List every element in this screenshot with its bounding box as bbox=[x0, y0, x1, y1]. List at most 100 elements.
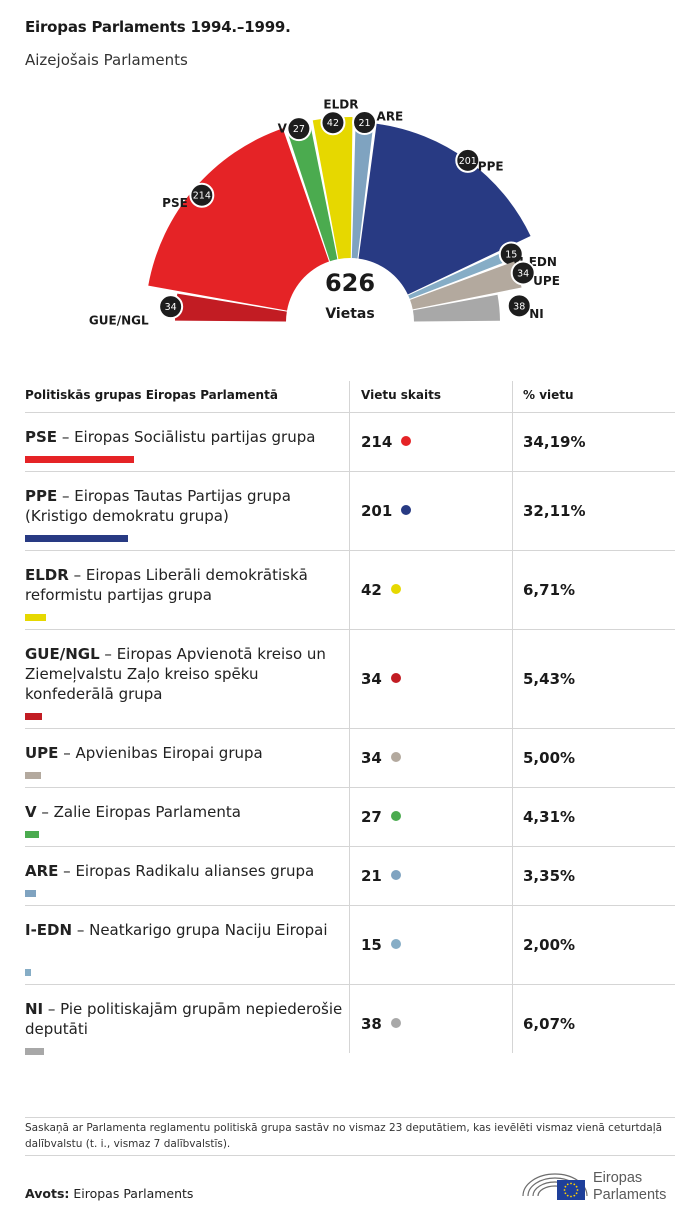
party-abbreviation: ARE bbox=[25, 862, 59, 880]
segment-label: NI bbox=[529, 307, 544, 321]
color-dot-icon bbox=[390, 1018, 401, 1028]
party-full-name: – Eiropas Liberāli demokrātiskā reformis… bbox=[25, 566, 308, 604]
seat-count-marker bbox=[158, 294, 184, 320]
seat-count-label: 38 bbox=[513, 301, 525, 312]
party-name-cell: GUE/NGL – Eiropas Apvienotā kreiso un Zi… bbox=[25, 644, 345, 704]
logo-line1: Eiropas bbox=[593, 1170, 642, 1186]
segment-i-edn bbox=[408, 249, 514, 299]
percent-cell: 5,00% bbox=[523, 749, 576, 767]
seat-count-marker bbox=[506, 293, 532, 319]
color-dot-icon bbox=[401, 436, 412, 446]
party-name-cell: I-EDN – Neatkarigo grupa Naciju Eiropai bbox=[25, 920, 345, 940]
source-line: Avots: Eiropas Parlaments bbox=[25, 1186, 193, 1201]
segment-are bbox=[351, 122, 374, 259]
share-bar bbox=[25, 772, 41, 779]
seat-count-cell: 38 bbox=[361, 1014, 401, 1034]
table-row: V – Zalie Eiropas Parlamenta 27 4,31% bbox=[25, 788, 675, 847]
party-name-cell: NI – Pie politiskajām grupām nepiederoši… bbox=[25, 999, 345, 1039]
seat-count-cell: 42 bbox=[361, 580, 401, 600]
seat-count-value: 15 bbox=[361, 936, 382, 954]
segment-label: PPE bbox=[478, 159, 504, 173]
seat-count-value: 201 bbox=[361, 502, 393, 520]
table-row: ARE – Eiropas Radikalu alianses grupa 21 3… bbox=[25, 847, 675, 906]
party-abbreviation: GUE/NGL bbox=[25, 645, 100, 663]
seat-count-value: 42 bbox=[361, 581, 382, 599]
chart-subtitle: Aizejošais Parlaments bbox=[25, 51, 188, 69]
segment-label: GUE/NGL bbox=[89, 314, 149, 328]
seat-count-marker bbox=[455, 147, 481, 173]
seat-count-cell: 201 bbox=[361, 501, 412, 521]
party-abbreviation: ELDR bbox=[25, 566, 69, 584]
party-full-name: – Eiropas Radikalu alianses grupa bbox=[58, 862, 315, 880]
segment-label: ARE bbox=[377, 110, 404, 124]
share-bar bbox=[25, 969, 32, 976]
table-header: Politiskās grupas Eiropas Parlamentā Vie… bbox=[25, 381, 675, 413]
source-value: Eiropas Parlaments bbox=[69, 1186, 194, 1201]
divider bbox=[25, 1155, 675, 1156]
party-abbreviation: NI bbox=[25, 1000, 44, 1018]
party-table: Politiskās grupas Eiropas Parlamentā Vie… bbox=[25, 381, 675, 1063]
party-name-cell: ELDR – Eiropas Liberāli demokrātiskā ref… bbox=[25, 565, 345, 605]
share-bar bbox=[25, 614, 47, 621]
footnote: Saskaņā ar Parlamenta reglamentu politis… bbox=[25, 1117, 675, 1152]
table-row: PPE – Eiropas Tautas Partijas grupa (Kri… bbox=[25, 472, 675, 551]
segment-label: ELDR bbox=[323, 98, 358, 112]
seat-count-cell: 34 bbox=[361, 669, 401, 689]
segment-label: UPE bbox=[533, 274, 560, 288]
party-full-name: – Eiropas Tautas Partijas grupa (Kristig… bbox=[25, 487, 291, 525]
seat-count-marker bbox=[320, 110, 346, 136]
percent-cell: 34,19% bbox=[523, 433, 586, 451]
seat-count-marker bbox=[286, 116, 312, 142]
table-row: PSE – Eiropas Sociālistu partijas grupa 2… bbox=[25, 413, 675, 472]
total-seats-label: Vietas bbox=[325, 306, 374, 322]
table-row: NI – Pie politiskajām grupām nepiederoši… bbox=[25, 985, 675, 1063]
seat-count-label: 214 bbox=[193, 191, 211, 202]
party-full-name: – Pie politiskajām grupām nepiederošie d… bbox=[25, 1000, 343, 1038]
segment-upe bbox=[410, 261, 522, 310]
party-name-cell: PSE – Eiropas Sociālistu partijas grupa bbox=[25, 427, 345, 447]
share-bar bbox=[25, 890, 36, 897]
table-row: ELDR – Eiropas Liberāli demokrātiskā ref… bbox=[25, 551, 675, 630]
seat-count-label: 42 bbox=[327, 118, 339, 129]
color-dot-icon bbox=[390, 752, 401, 762]
logo-line2: Parlaments bbox=[593, 1187, 666, 1203]
table-row: I-EDN – Neatkarigo grupa Naciju Eiropai 1… bbox=[25, 906, 675, 985]
color-dot-icon bbox=[401, 505, 412, 515]
seat-count-label: 201 bbox=[459, 156, 477, 167]
seat-count-cell: 15 bbox=[361, 935, 401, 955]
header-group: Politiskās grupas Eiropas Parlamentā bbox=[25, 388, 278, 402]
seat-count-value: 21 bbox=[361, 867, 382, 885]
segment-gue-ngl bbox=[175, 293, 287, 322]
seat-count-value: 38 bbox=[361, 1015, 382, 1033]
percent-cell: 6,07% bbox=[523, 1015, 576, 1033]
seat-count-marker bbox=[189, 182, 215, 208]
percent-cell: 4,31% bbox=[523, 808, 576, 826]
color-dot-icon bbox=[390, 673, 401, 683]
table-row: UPE – Apvienibas Eiropai grupa 34 5,00% bbox=[25, 729, 675, 788]
party-full-name: – Zalie Eiropas Parlamenta bbox=[36, 803, 241, 821]
segment-eldr bbox=[312, 117, 353, 260]
party-full-name: – Eiropas Apvienotā kreiso un Ziemeļvals… bbox=[25, 645, 326, 703]
party-name-cell: PPE – Eiropas Tautas Partijas grupa (Kri… bbox=[25, 486, 345, 526]
party-full-name: – Neatkarigo grupa Naciju Eiropai bbox=[72, 921, 328, 939]
header-seats: Vietu skaits bbox=[361, 388, 441, 402]
chart-title: Eiropas Parlaments 1994.–1999. bbox=[25, 18, 291, 36]
seat-count-value: 214 bbox=[361, 433, 393, 451]
party-name-cell: UPE – Apvienibas Eiropai grupa bbox=[25, 743, 345, 763]
eu-flag-icon bbox=[557, 1180, 585, 1200]
party-abbreviation: V bbox=[25, 803, 37, 821]
segment-label: PSE bbox=[162, 196, 188, 210]
seat-count-label: 15 bbox=[505, 250, 517, 261]
share-bar bbox=[25, 456, 135, 463]
segment-label: V bbox=[278, 122, 288, 136]
seat-count-cell: 34 bbox=[361, 748, 401, 768]
table-body: PSE – Eiropas Sociālistu partijas grupa 2… bbox=[25, 413, 675, 1063]
segment-ppe bbox=[358, 123, 531, 295]
percent-cell: 3,35% bbox=[523, 867, 576, 885]
color-dot-icon bbox=[390, 870, 401, 880]
party-abbreviation: UPE bbox=[25, 744, 59, 762]
seat-count-value: 34 bbox=[361, 670, 382, 688]
seat-count-label: 34 bbox=[165, 302, 177, 313]
party-name-cell: V – Zalie Eiropas Parlamenta bbox=[25, 802, 345, 822]
segment-ni bbox=[412, 294, 500, 322]
